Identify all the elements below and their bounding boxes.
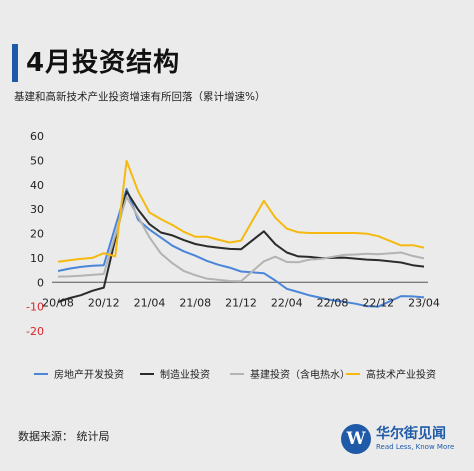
data-source: 数据来源： 统计局 <box>18 430 110 443</box>
x-tick-label: 22/12 <box>362 296 394 309</box>
x-tick-label: 22/08 <box>317 296 349 309</box>
legend-swatch-high-tech <box>346 372 360 375</box>
legend-label-high-tech: 高技术产业投资 <box>366 370 436 381</box>
page-title: 4月投资结构 <box>26 48 181 78</box>
y-tick-label: 60 <box>30 130 44 143</box>
brand-slogan: Read Less, Know More <box>376 443 455 451</box>
brand-logo-icon: W <box>341 424 371 454</box>
y-axis-labels: -20 -10 0 10 20 30 40 50 60 <box>26 130 44 338</box>
chart: -20 -10 0 10 20 30 40 50 60 20/08 20/12 21/04 21/08… <box>0 120 474 354</box>
x-tick-label: 21/12 <box>225 296 257 309</box>
series-lines <box>57 159 425 308</box>
x-tick-label: 23/04 <box>408 296 440 309</box>
series-line-0 <box>57 187 425 308</box>
series-line-2 <box>57 195 425 283</box>
brand-text: 华尔街见闻 Read Less, Know More <box>376 426 454 452</box>
y-tick-label: 40 <box>30 179 44 192</box>
x-tick-label: 20/12 <box>88 296 120 309</box>
legend-label-infrastructure: 基建投资（含电热水） <box>250 370 350 381</box>
legend-item-high-tech: 高技术产业投资 <box>346 366 436 381</box>
y-tick-label: 0 <box>37 276 44 289</box>
legend-label-manufacturing: 制造业投资 <box>160 370 210 381</box>
y-tick-label: 20 <box>30 228 44 241</box>
legend-swatch-infrastructure <box>230 372 244 375</box>
legend-swatch-manufacturing <box>140 372 154 375</box>
brand-name: 华尔街见闻 <box>376 426 446 442</box>
line-chart: -20 -10 0 10 20 30 40 50 60 20/08 20/12 21/04 21/08… <box>26 130 440 338</box>
legend-item-infrastructure: 基建投资（含电热水） <box>230 366 350 381</box>
legend-label-real-estate: 房地产开发投资 <box>54 370 124 381</box>
x-tick-label: 22/04 <box>271 296 303 309</box>
x-tick-label: 20/08 <box>42 296 74 309</box>
x-axis-labels: 20/08 20/12 21/04 21/08 21/12 22/04 22/08 22/12… <box>42 296 440 309</box>
y-tick-label: 10 <box>30 252 44 265</box>
legend-item-real-estate: 房地产开发投资 <box>34 366 124 381</box>
title-accent-bar <box>12 44 18 82</box>
chart-legend: 房地产开发投资 制造业投资 基建投资（含电热水） 高技术产业投资 <box>0 366 474 384</box>
series-line-3 <box>57 159 425 263</box>
legend-item-manufacturing: 制造业投资 <box>140 366 210 381</box>
x-tick-label: 21/08 <box>179 296 211 309</box>
y-tick-label: 30 <box>30 203 44 216</box>
brand-mark: W 华尔街见闻 Read Less, Know More <box>341 424 454 454</box>
y-tick-label: 50 <box>30 154 44 167</box>
y-tick-label: -20 <box>26 325 44 338</box>
y-tick-label: -10 <box>26 301 44 314</box>
x-tick-label: 21/04 <box>134 296 166 309</box>
legend-swatch-real-estate <box>34 372 48 375</box>
page-subtitle: 基建和高新技术产业投资增速有所回落（累计增速%） <box>14 91 266 103</box>
